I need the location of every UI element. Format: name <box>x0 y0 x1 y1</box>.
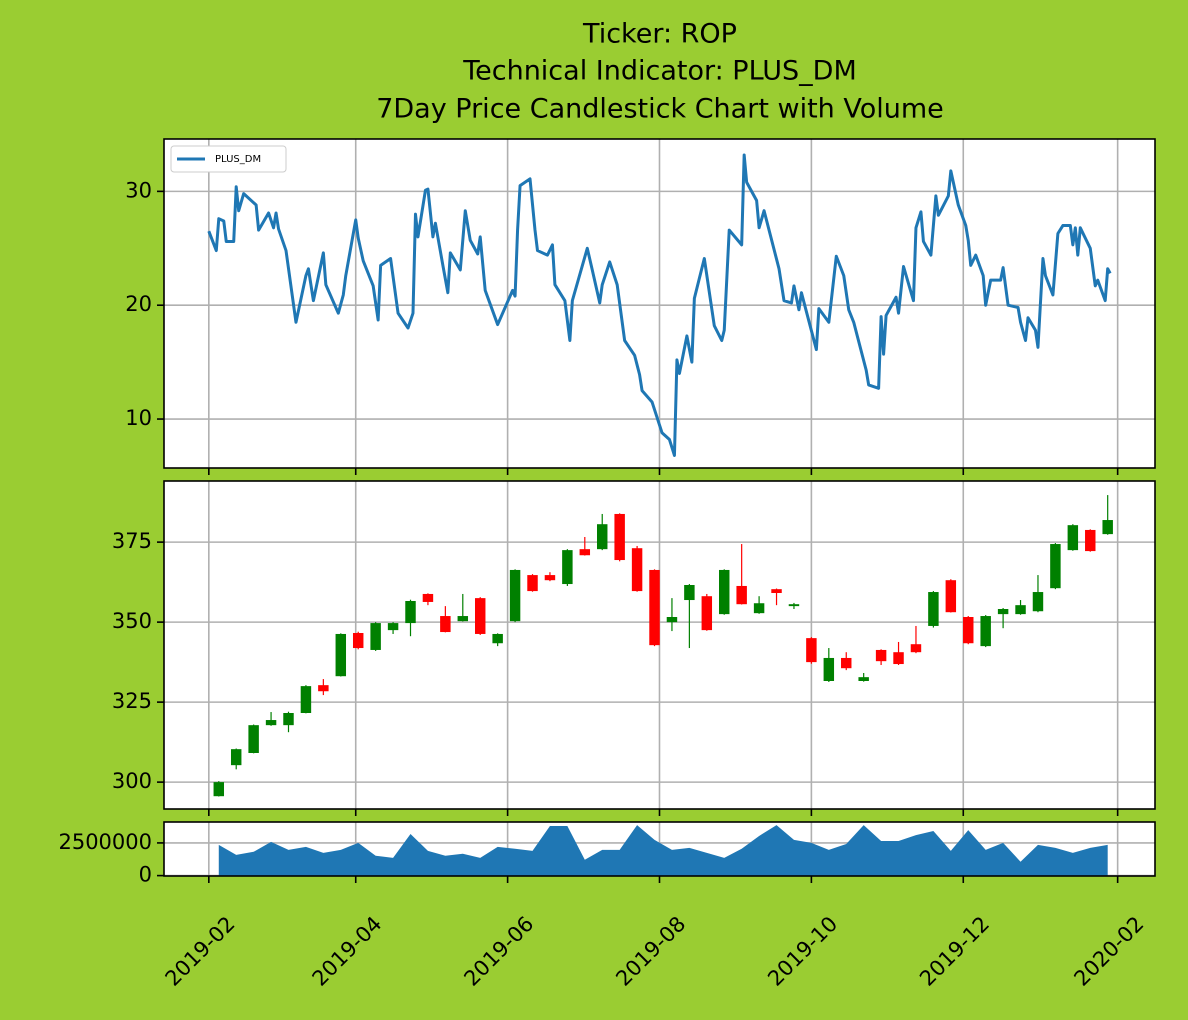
candle-body <box>562 550 573 585</box>
candle-body <box>283 713 294 726</box>
candle-body <box>387 623 399 631</box>
plot-frame <box>163 480 1156 810</box>
candle-body <box>945 580 957 613</box>
candle-body <box>928 592 939 626</box>
candle-body <box>300 686 312 713</box>
candle-body <box>248 725 259 753</box>
candle-body <box>544 575 556 581</box>
candle-body <box>457 616 469 622</box>
candle-body <box>492 633 503 644</box>
candle-body <box>875 649 887 662</box>
title-line: Ticker: ROP <box>582 19 737 50</box>
candle-body <box>841 657 852 669</box>
candle-body <box>858 677 869 681</box>
candle-body <box>1102 520 1113 535</box>
candle-body <box>963 617 974 644</box>
plot-frame <box>163 138 1156 469</box>
candle-body <box>474 598 486 634</box>
candle-body <box>788 604 800 607</box>
title-line: 7Day Price Candlestick Chart with Volume <box>376 94 944 125</box>
candle-body <box>370 623 381 650</box>
candle-body <box>753 603 765 614</box>
candle-body <box>265 720 277 726</box>
candle-body <box>823 657 835 681</box>
candle-body <box>614 513 625 561</box>
candle-body <box>527 575 538 592</box>
y-tick-label: 350 <box>112 609 152 633</box>
candle-body <box>1067 525 1079 551</box>
candle-body <box>719 569 730 615</box>
candle-body <box>997 609 1009 615</box>
legend-label: PLUS_DM <box>215 154 261 165</box>
candle-body <box>597 524 608 550</box>
candle-body <box>701 596 713 631</box>
y-tick-label: 0 <box>139 863 152 887</box>
candle-body <box>649 569 660 646</box>
candle-body <box>422 593 434 602</box>
candle-body <box>771 589 782 593</box>
plot-frame <box>163 821 1156 877</box>
y-tick-label: 325 <box>112 689 152 713</box>
candle-body <box>1015 605 1026 615</box>
legend-box <box>170 145 287 173</box>
candle-body <box>213 782 225 797</box>
y-tick-label: 2500000 <box>58 830 152 854</box>
candle-body <box>335 633 347 677</box>
candle-body <box>405 601 416 624</box>
y-tick-label: 10 <box>125 406 152 430</box>
volume-area <box>218 825 1108 876</box>
candle-body <box>910 644 922 653</box>
candle-body <box>893 652 904 665</box>
candle-body <box>736 585 747 605</box>
y-tick-label: 375 <box>112 529 152 553</box>
candle-body <box>980 616 991 647</box>
candle-body <box>684 585 695 601</box>
candle-body <box>509 569 521 622</box>
line-series <box>207 153 1112 457</box>
candle-body <box>1032 592 1044 612</box>
candle-body <box>318 685 329 692</box>
candle-body <box>230 749 242 766</box>
candle-body <box>1050 544 1061 589</box>
candle-body <box>440 616 451 633</box>
title-line: Technical Indicator: PLUS_DM <box>462 56 857 87</box>
candle-body <box>352 633 364 649</box>
candle-body <box>666 617 678 623</box>
candle-body <box>1085 529 1096 552</box>
candle-body <box>806 638 817 663</box>
candle-body <box>579 549 591 556</box>
y-tick-label: 30 <box>125 178 152 202</box>
y-tick-label: 20 <box>125 292 152 316</box>
y-tick-label: 300 <box>112 769 152 793</box>
candle-body <box>631 548 643 592</box>
